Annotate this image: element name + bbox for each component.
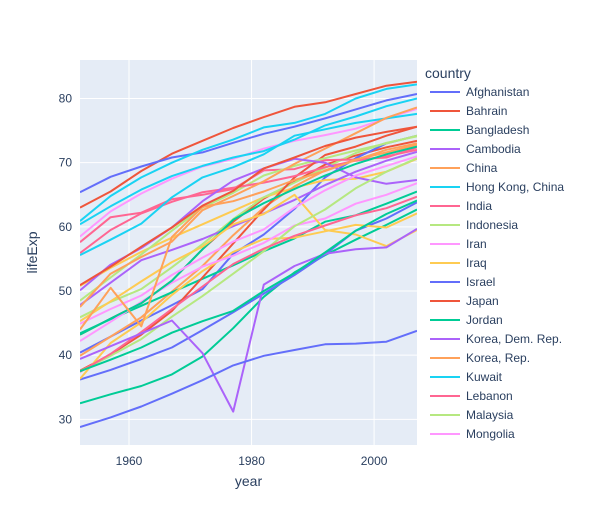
x-tick-label: 1980 xyxy=(238,454,265,468)
legend-item[interactable]: Japan xyxy=(430,294,499,308)
legend-item[interactable]: Korea, Dem. Rep. xyxy=(430,332,562,346)
legend-item[interactable]: Lebanon xyxy=(430,389,513,403)
legend-item[interactable]: Iraq xyxy=(430,256,487,270)
y-tick-label: 30 xyxy=(59,412,73,426)
series-line-china[interactable] xyxy=(80,142,417,331)
legend-item[interactable]: Cambodia xyxy=(430,142,521,156)
y-axis-ticks: 30 40 50 60 70 80 xyxy=(59,92,73,427)
legend-item[interactable]: Malaysia xyxy=(430,408,514,422)
legend-item[interactable]: Korea, Rep. xyxy=(430,351,530,365)
y-tick-label: 50 xyxy=(59,284,73,298)
legend-label: Lebanon xyxy=(466,389,513,403)
series-line-afghanistan[interactable] xyxy=(80,329,417,428)
plot-area xyxy=(80,60,417,445)
legend-item[interactable]: Jordan xyxy=(430,313,503,327)
legend-item[interactable]: Hong Kong, China xyxy=(430,180,564,194)
series-line-singapore[interactable] xyxy=(80,97,417,226)
legend-label: Kuwait xyxy=(466,370,503,384)
legend-label: Korea, Dem. Rep. xyxy=(466,332,562,346)
legend-label: Iran xyxy=(466,237,487,251)
x-axis-title: year xyxy=(235,473,263,489)
legend-label: Iraq xyxy=(466,256,487,270)
legend-label: China xyxy=(466,161,498,175)
legend-item[interactable]: Afghanistan xyxy=(430,85,529,99)
x-tick-label: 2000 xyxy=(361,454,388,468)
y-tick-label: 60 xyxy=(59,220,73,234)
legend-item[interactable]: Israel xyxy=(430,275,495,289)
y-tick-label: 80 xyxy=(59,92,73,106)
series-line-oman[interactable] xyxy=(80,125,417,372)
series-line-vietnam[interactable] xyxy=(80,134,417,354)
legend-label: Korea, Rep. xyxy=(466,351,530,365)
legend-item[interactable]: Bangladesh xyxy=(430,123,529,137)
series-line-korea-rep[interactable] xyxy=(80,106,417,308)
legend-item[interactable]: India xyxy=(430,199,492,213)
legend-label: India xyxy=(466,199,492,213)
series-line-cambodia[interactable] xyxy=(80,227,417,413)
y-tick-label: 40 xyxy=(59,348,73,362)
legend-item[interactable]: Indonesia xyxy=(430,218,518,232)
legend-label: Hong Kong, China xyxy=(466,180,564,194)
legend-label: Mongolia xyxy=(466,427,515,441)
legend[interactable]: country Afghanistan Bahrain Bangladesh Camb… xyxy=(425,65,564,441)
series-line-hong-kong-china[interactable] xyxy=(80,83,417,222)
series-line-japan[interactable] xyxy=(80,80,417,209)
series-line-iran[interactable] xyxy=(80,155,417,325)
legend-label: Malaysia xyxy=(466,408,514,422)
legend-title: country xyxy=(425,65,471,81)
series-line-kuwait[interactable] xyxy=(80,112,417,256)
legend-item[interactable]: Mongolia xyxy=(430,427,515,441)
series-line-lebanon[interactable] xyxy=(80,148,417,254)
y-axis-title: lifeExp xyxy=(24,231,40,273)
legend-label: Bahrain xyxy=(466,104,507,118)
legend-label: Cambodia xyxy=(466,142,521,156)
series-line-jordan[interactable] xyxy=(80,145,417,336)
series-line-israel[interactable] xyxy=(80,93,417,194)
x-axis-ticks: 1960 1980 2000 xyxy=(116,454,388,468)
series-line-bangladesh[interactable] xyxy=(80,199,417,373)
legend-label: Indonesia xyxy=(466,218,518,232)
series-line-myanmar[interactable] xyxy=(80,212,417,380)
y-tick-label: 70 xyxy=(59,156,73,170)
legend-label: Japan xyxy=(466,294,499,308)
series-lines xyxy=(80,80,417,428)
legend-label: Bangladesh xyxy=(466,123,529,137)
legend-item[interactable]: Kuwait xyxy=(430,370,503,384)
x-tick-label: 1960 xyxy=(116,454,143,468)
legend-label: Jordan xyxy=(466,313,503,327)
series-line-indonesia[interactable] xyxy=(80,157,417,373)
series-line-bahrain[interactable] xyxy=(80,125,417,287)
legend-item[interactable]: China xyxy=(430,161,498,175)
series-line-iraq[interactable] xyxy=(80,193,417,323)
series-line-syria[interactable] xyxy=(80,135,417,319)
legend-item[interactable]: Iran xyxy=(430,237,487,251)
legend-item[interactable]: Bahrain xyxy=(430,104,507,118)
legend-label: Afghanistan xyxy=(466,85,529,99)
legend-label: Israel xyxy=(466,275,495,289)
